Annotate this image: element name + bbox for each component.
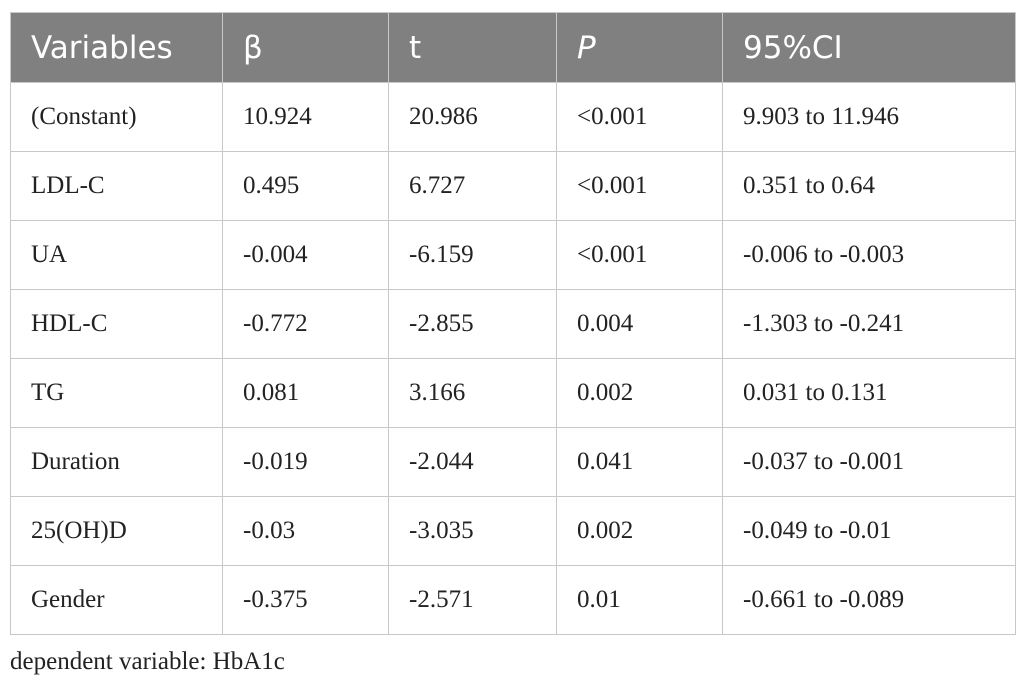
cell-beta: -0.772	[222, 289, 389, 359]
cell-ci: -0.037 to -0.001	[722, 427, 1016, 497]
header-t: t	[388, 12, 557, 83]
cell-variable: Duration	[10, 427, 223, 497]
cell-variable: (Constant)	[10, 82, 223, 152]
cell-ci: 9.903 to 11.946	[722, 82, 1016, 152]
regression-table: Variables β t P 95%CI (Constant) 10.924 …	[10, 12, 1016, 635]
cell-beta: 10.924	[222, 82, 389, 152]
cell-t: -2.044	[388, 427, 557, 497]
cell-p: <0.001	[556, 82, 723, 152]
header-beta: β	[222, 12, 389, 83]
table-header-row: Variables β t P 95%CI	[10, 12, 1016, 83]
header-p: P	[556, 12, 723, 83]
table-row: 25(OH)D -0.03 -3.035 0.002 -0.049 to -0.…	[10, 496, 1016, 566]
cell-beta: -0.004	[222, 220, 389, 290]
cell-p: 0.002	[556, 496, 723, 566]
cell-ci: 0.351 to 0.64	[722, 151, 1016, 221]
table-row: (Constant) 10.924 20.986 <0.001 9.903 to…	[10, 82, 1016, 152]
cell-t: 6.727	[388, 151, 557, 221]
table-row: Gender -0.375 -2.571 0.01 -0.661 to -0.0…	[10, 565, 1016, 635]
cell-ci: -0.661 to -0.089	[722, 565, 1016, 635]
cell-variable: UA	[10, 220, 223, 290]
header-ci: 95%CI	[722, 12, 1016, 83]
cell-t: 20.986	[388, 82, 557, 152]
cell-ci: 0.031 to 0.131	[722, 358, 1016, 428]
table-row: HDL-C -0.772 -2.855 0.004 -1.303 to -0.2…	[10, 289, 1016, 359]
table-row: UA -0.004 -6.159 <0.001 -0.006 to -0.003	[10, 220, 1016, 290]
cell-beta: -0.03	[222, 496, 389, 566]
cell-p: 0.004	[556, 289, 723, 359]
cell-p: <0.001	[556, 220, 723, 290]
cell-p: <0.001	[556, 151, 723, 221]
table-row: TG 0.081 3.166 0.002 0.031 to 0.131	[10, 358, 1016, 428]
cell-t: 3.166	[388, 358, 557, 428]
cell-beta: 0.081	[222, 358, 389, 428]
cell-beta: -0.019	[222, 427, 389, 497]
cell-t: -6.159	[388, 220, 557, 290]
cell-variable: HDL-C	[10, 289, 223, 359]
cell-t: -2.855	[388, 289, 557, 359]
cell-beta: -0.375	[222, 565, 389, 635]
cell-variable: Gender	[10, 565, 223, 635]
table-footnote: dependent variable: HbA1c	[10, 648, 285, 675]
cell-ci: -0.049 to -0.01	[722, 496, 1016, 566]
cell-t: -3.035	[388, 496, 557, 566]
table-row: Duration -0.019 -2.044 0.041 -0.037 to -…	[10, 427, 1016, 497]
header-variables: Variables	[10, 12, 223, 83]
cell-p: 0.01	[556, 565, 723, 635]
cell-p: 0.002	[556, 358, 723, 428]
cell-variable: 25(OH)D	[10, 496, 223, 566]
regression-table-container: Variables β t P 95%CI (Constant) 10.924 …	[10, 12, 1016, 635]
table-row: LDL-C 0.495 6.727 <0.001 0.351 to 0.64	[10, 151, 1016, 221]
cell-p: 0.041	[556, 427, 723, 497]
cell-t: -2.571	[388, 565, 557, 635]
cell-ci: -1.303 to -0.241	[722, 289, 1016, 359]
cell-variable: LDL-C	[10, 151, 223, 221]
cell-beta: 0.495	[222, 151, 389, 221]
cell-ci: -0.006 to -0.003	[722, 220, 1016, 290]
cell-variable: TG	[10, 358, 223, 428]
